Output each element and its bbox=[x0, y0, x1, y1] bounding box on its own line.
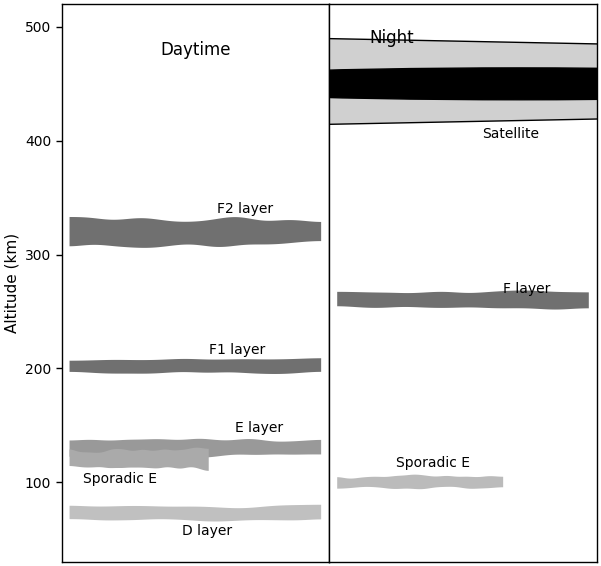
Polygon shape bbox=[70, 505, 321, 521]
Polygon shape bbox=[70, 217, 321, 248]
Text: F2 layer: F2 layer bbox=[217, 202, 273, 216]
Polygon shape bbox=[337, 290, 589, 310]
Polygon shape bbox=[70, 448, 209, 471]
Polygon shape bbox=[70, 439, 321, 457]
Text: E layer: E layer bbox=[236, 421, 284, 435]
Text: Satellite: Satellite bbox=[482, 127, 538, 141]
Circle shape bbox=[144, 68, 601, 100]
Polygon shape bbox=[0, 65, 601, 125]
Polygon shape bbox=[0, 37, 601, 97]
Text: F layer: F layer bbox=[503, 282, 551, 295]
Text: Daytime: Daytime bbox=[160, 41, 231, 59]
Text: Sporadic E: Sporadic E bbox=[396, 456, 470, 470]
Text: F1 layer: F1 layer bbox=[209, 343, 265, 357]
Text: D layer: D layer bbox=[182, 524, 232, 538]
Y-axis label: Altitude (km): Altitude (km) bbox=[4, 233, 19, 333]
Text: Night: Night bbox=[370, 29, 414, 48]
Polygon shape bbox=[337, 475, 503, 489]
Polygon shape bbox=[70, 358, 321, 374]
Text: Sporadic E: Sporadic E bbox=[83, 471, 157, 486]
